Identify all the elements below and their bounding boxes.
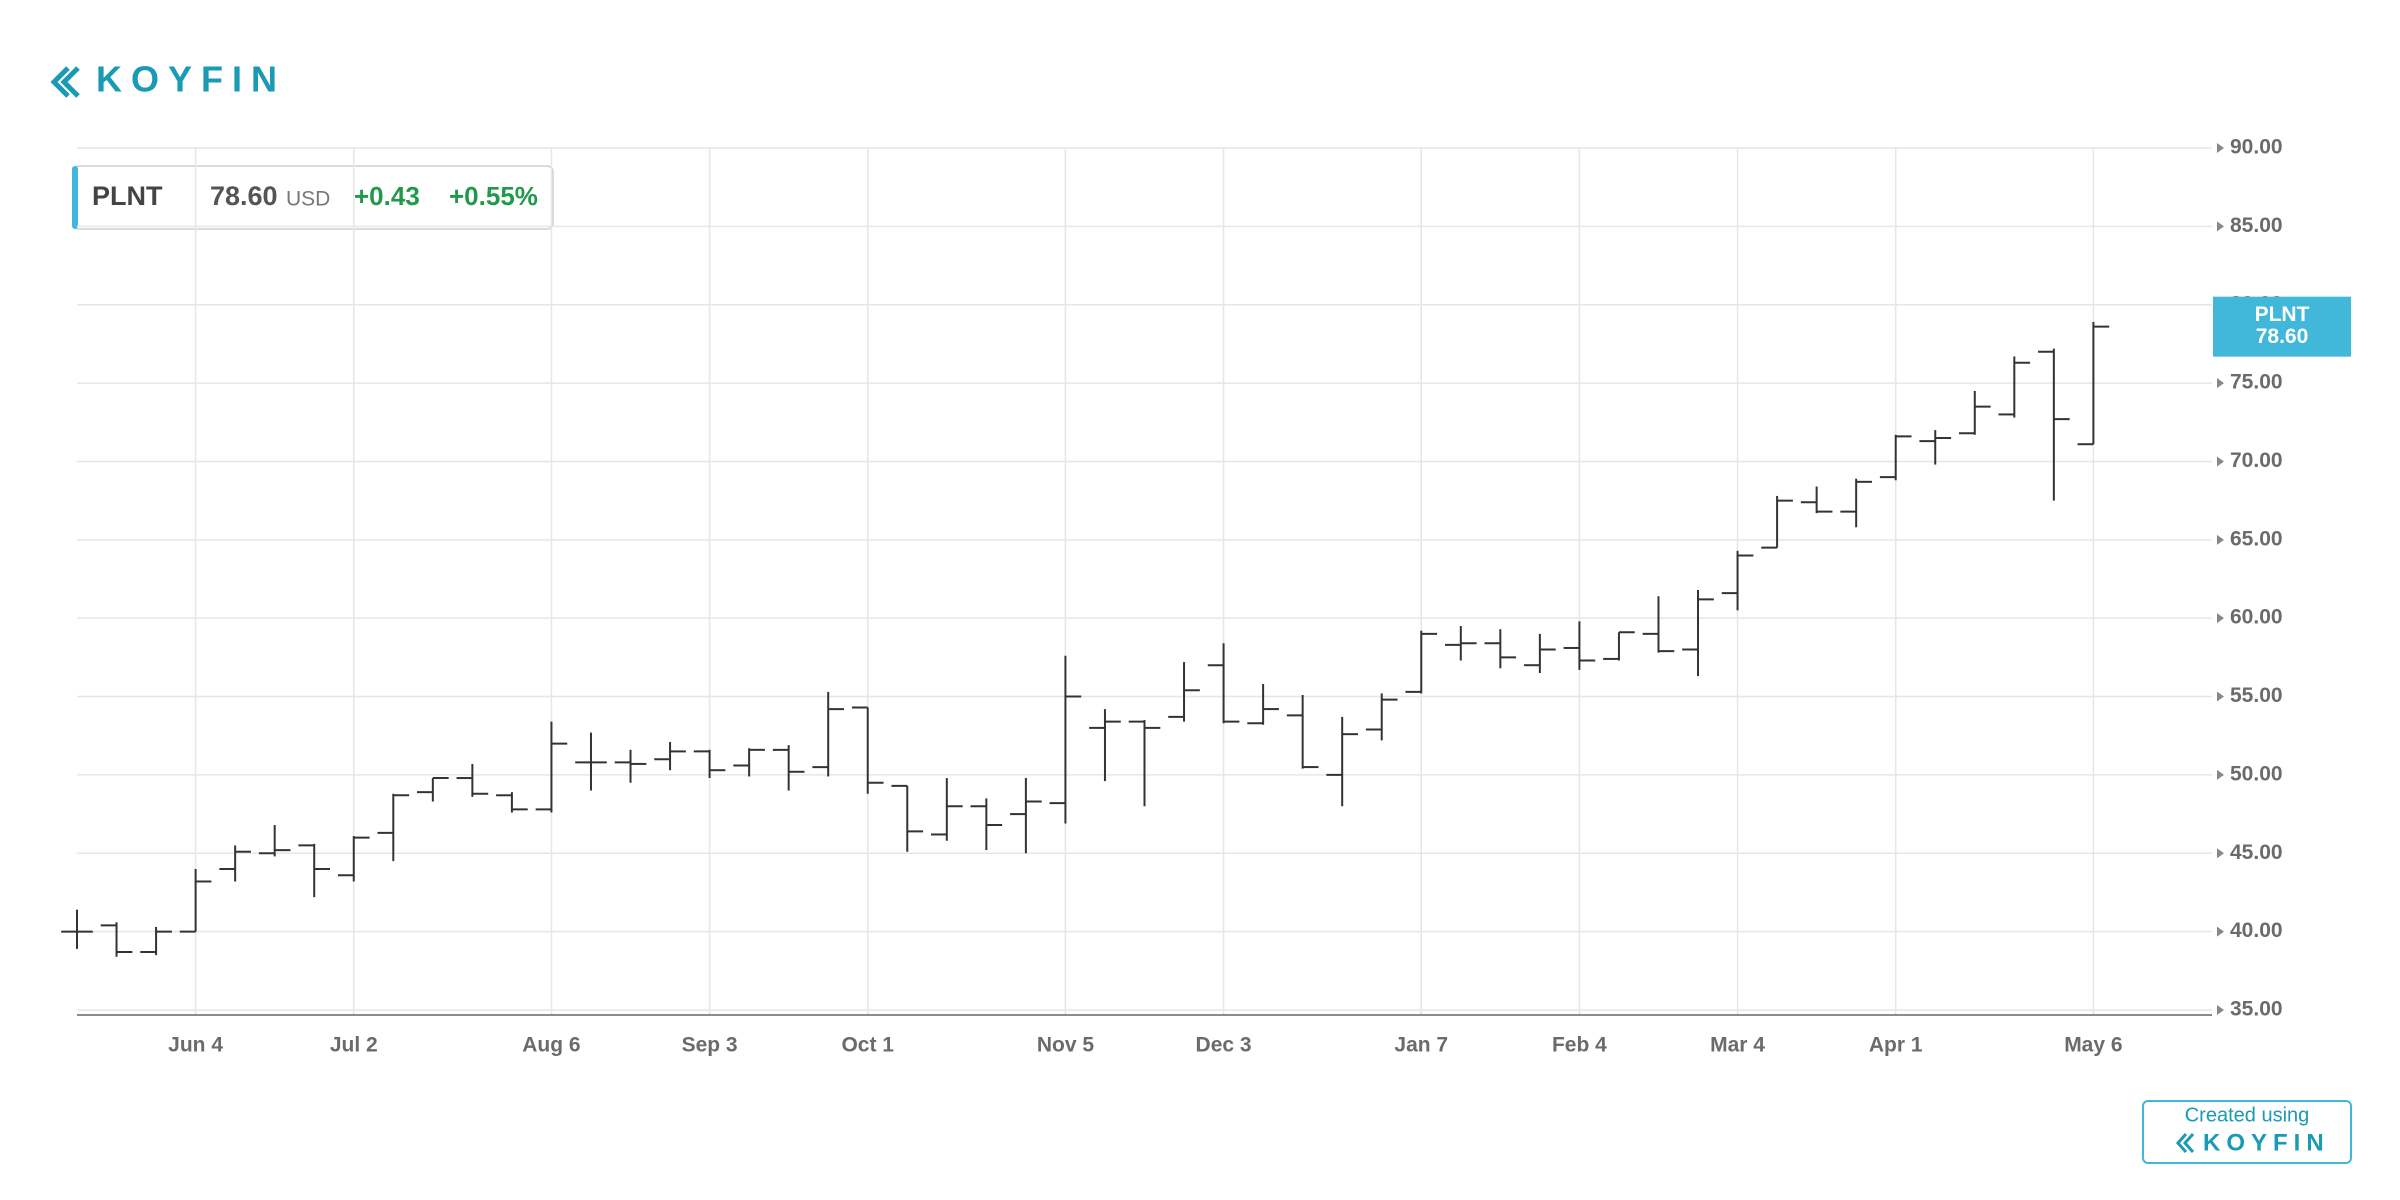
price: 78.60: [210, 181, 278, 211]
price-tag-value: 78.60: [2256, 325, 2309, 348]
x-tick-label: Mar 4: [1710, 1034, 1765, 1057]
grid: [77, 147, 2212, 1015]
x-tick-label: Aug 6: [522, 1034, 580, 1057]
tick-arrow: [2217, 143, 2224, 153]
x-tick-label: Apr 1: [1869, 1034, 1923, 1057]
tick-arrow: [2217, 926, 2224, 937]
price-tag-box: [2213, 296, 2351, 357]
x-tick-label: Dec 3: [1196, 1034, 1252, 1057]
tick-arrow: [2217, 1005, 2224, 1015]
x-tick-label: Jan 7: [1394, 1034, 1448, 1057]
y-tick-label: 60.00: [2230, 606, 2283, 629]
footer-frame: [2142, 1100, 2352, 1164]
y-tick-label: 45.00: [2230, 841, 2283, 864]
footer-brand: KOYFIN: [2203, 1129, 2330, 1156]
footer-badge: Created using KOYFIN: [2142, 1100, 2352, 1164]
price-tag-ticker: PLNT: [2255, 303, 2310, 326]
x-tick-label: Jun 4: [168, 1034, 223, 1057]
currency: USD: [286, 188, 330, 211]
y-tick-label: 35.00: [2230, 998, 2283, 1021]
y-tick-label: 50.00: [2230, 762, 2283, 785]
tick-arrow: [2217, 534, 2224, 545]
y-tick-label: 65.00: [2230, 527, 2283, 550]
x-tick-label: Sep 3: [682, 1034, 738, 1057]
x-tick-label: May 6: [2064, 1034, 2122, 1057]
y-tick-label: 90.00: [2230, 136, 2283, 159]
x-tick-label: Feb 4: [1552, 1034, 1607, 1057]
y-tick-label: 40.00: [2230, 919, 2283, 942]
quote-box: PLNT 78.60 USD +0.43 +0.55%: [72, 165, 554, 230]
logo: KOYFIN: [50, 59, 286, 100]
tick-arrow: [2217, 378, 2224, 389]
y-tick-label: 75.00: [2230, 371, 2283, 394]
change-percent: +0.55%: [449, 181, 538, 211]
tick-arrow: [2217, 769, 2224, 780]
x-tick-label: Oct 1: [841, 1034, 894, 1057]
change: +0.43: [354, 181, 420, 211]
tick-arrow: [2217, 691, 2224, 702]
y-tick-label: 85.00: [2230, 214, 2283, 237]
x-tick-label: Jul 2: [330, 1034, 378, 1057]
y-tick-label: 70.00: [2230, 449, 2283, 472]
quote-accent: [72, 166, 78, 229]
footer-text: Created using: [2185, 1104, 2310, 1126]
ticker: PLNT: [92, 181, 163, 211]
y-tick-label: 55.00: [2230, 684, 2283, 707]
footer-icon: [2182, 1133, 2195, 1153]
logo-icon: [50, 66, 70, 98]
tick-arrow: [2217, 456, 2224, 467]
logo-text: KOYFIN: [96, 59, 286, 100]
tick-arrow: [2217, 613, 2224, 624]
x-tick-label: Nov 5: [1037, 1034, 1095, 1057]
logo-icon: [60, 66, 80, 98]
footer-icon: [2175, 1133, 2188, 1153]
tick-arrow: [2217, 221, 2224, 232]
tick-arrow: [2217, 848, 2224, 859]
